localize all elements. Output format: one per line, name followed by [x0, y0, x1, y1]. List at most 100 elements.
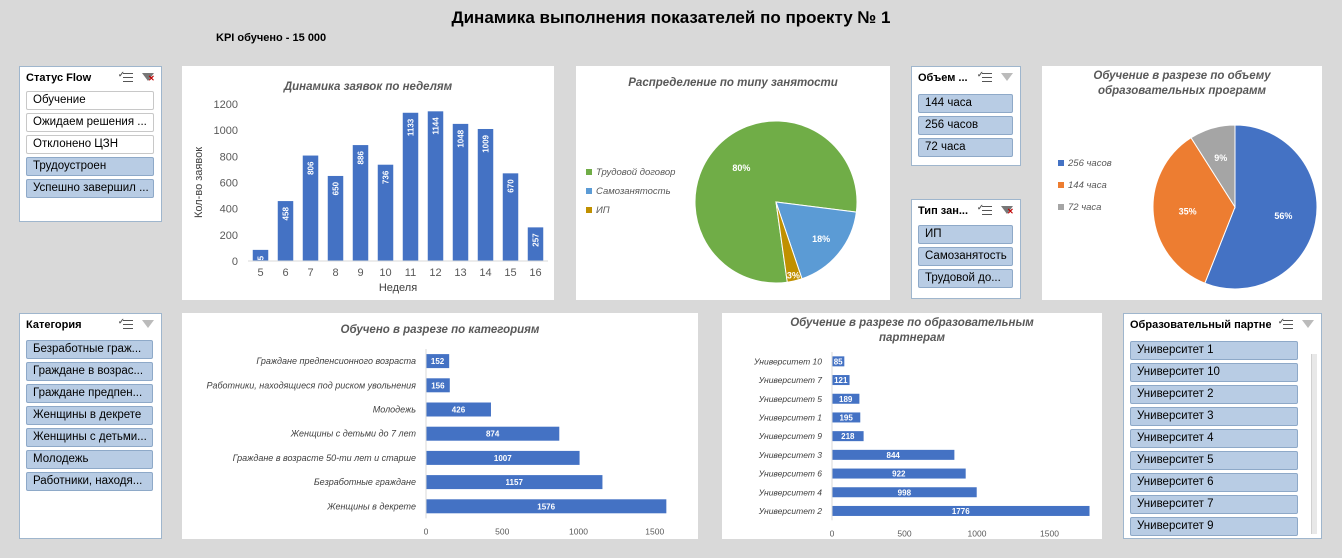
x-tick-label: 10	[379, 267, 391, 279]
chart-title: Распределение по типу занятости	[628, 77, 838, 89]
category-label: Университет 6	[758, 469, 823, 479]
x-tick-label: 9	[357, 267, 363, 279]
data-label: 189	[839, 395, 853, 404]
multi-select-icon[interactable]	[1278, 317, 1293, 331]
data-label: 736	[382, 170, 391, 184]
slicer-title: Образовательный партнер	[1130, 319, 1271, 331]
data-label: 3%	[787, 270, 800, 280]
legend-swatch	[1058, 204, 1064, 210]
slicer-item[interactable]: 144 часа	[918, 94, 1013, 113]
slicer-item[interactable]: Отклонено ЦЗН	[26, 135, 154, 154]
slicer-item[interactable]: Граждане предпен...	[26, 384, 153, 403]
y-tick-label: 800	[220, 151, 238, 163]
partner-slicer: Образовательный партнер Университет 1 Уни…	[1123, 313, 1322, 539]
slicer-item[interactable]: Ожидаем решения ...	[26, 113, 154, 132]
chart-title: Динамика заявок по неделям	[283, 81, 453, 93]
slicer-title: Статус Flow	[26, 72, 92, 84]
data-label: 121	[834, 376, 848, 385]
data-label: 1157	[506, 478, 524, 487]
slicer-item[interactable]: Успешно завершил ...	[26, 179, 154, 198]
slicer-item[interactable]: Университет 6	[1130, 473, 1298, 492]
x-tick-label: 1500	[1040, 528, 1059, 538]
data-label: 998	[898, 488, 912, 497]
slicer-item[interactable]: Университет 2	[1130, 385, 1298, 404]
kpi-label: KPI обучено - 15 000	[216, 32, 327, 44]
data-label: 85	[257, 255, 266, 264]
bar	[832, 412, 861, 423]
category-bar-chart: Граждане предпенсионного возраста 152 Рабо…	[206, 349, 667, 536]
multi-select-icon[interactable]	[977, 203, 992, 217]
data-label: 1007	[494, 454, 512, 463]
x-tick-label: 5	[257, 267, 263, 279]
employment-pie-panel: Распределение по типу занятости 80% 18% 3%…	[576, 66, 890, 300]
slicer-item[interactable]: Университет 7	[1130, 495, 1298, 514]
slicer-item[interactable]: Женщины в декрете	[26, 406, 153, 425]
bar	[352, 145, 369, 261]
volume-pie-chart: 56% 35% 9% 256 часов 144 часа 72 часа	[1058, 124, 1318, 290]
slicer-item[interactable]: Самозанятость	[918, 247, 1013, 266]
employment-type-slicer: Тип зан... ИП Самозанятость Трудовой до...	[911, 199, 1021, 299]
category-label: Университет 9	[758, 431, 823, 441]
slicer-item[interactable]: Граждане в возрас...	[26, 362, 153, 381]
x-tick-label: 12	[429, 267, 441, 279]
bar	[832, 393, 860, 404]
slicer-item[interactable]: Обучение	[26, 91, 154, 110]
multi-select-icon[interactable]	[118, 70, 133, 84]
slicer-item[interactable]: ИП	[918, 225, 1013, 244]
slicer-item[interactable]: Женщины с детьми...	[26, 428, 153, 447]
data-label: 1009	[482, 134, 491, 152]
bar	[832, 487, 977, 498]
slicer-item[interactable]: Университет 4	[1130, 429, 1298, 448]
chart-title-line-1: Обучение в разрезе по образовательным	[790, 317, 1034, 329]
category-label: Безработные граждане	[314, 477, 416, 487]
x-tick-label: 7	[307, 267, 313, 279]
category-label: Университет 7	[758, 375, 823, 385]
slicer-item[interactable]: 72 часа	[918, 138, 1013, 157]
clear-filter-icon[interactable]	[1000, 205, 1014, 217]
bar	[832, 356, 845, 367]
multi-select-icon[interactable]	[977, 70, 992, 84]
x-axis-label: Неделя	[379, 282, 417, 294]
legend-label: Самозанятость	[596, 186, 671, 197]
clear-filter-icon[interactable]	[1301, 319, 1315, 331]
x-tick-label: 1500	[645, 526, 664, 536]
data-label: 458	[282, 207, 291, 221]
category-label: Университет 2	[758, 506, 823, 516]
slicer-item[interactable]: Университет 1	[1130, 341, 1298, 360]
data-label: 844	[887, 451, 901, 460]
slicer-item[interactable]: Трудоустроен	[26, 157, 154, 176]
bar	[832, 431, 864, 442]
data-label: 18%	[812, 234, 830, 244]
category-label: Университет 3	[758, 450, 823, 460]
slicer-item[interactable]: Университет 3	[1130, 407, 1298, 426]
slicer-item[interactable]: Трудовой до...	[918, 269, 1013, 288]
bar	[402, 112, 419, 261]
chart-title-line-1: Обучение в разрезе по объему	[1093, 70, 1271, 82]
legend-label: 144 часа	[1068, 180, 1107, 191]
slicer-item[interactable]: Университет 10	[1130, 363, 1298, 382]
data-label: 85	[834, 357, 843, 366]
y-tick-label: 0	[232, 256, 238, 268]
slicer-item[interactable]: Безработные граж...	[26, 340, 153, 359]
bar	[252, 249, 269, 261]
slicer-item[interactable]: Университет 5	[1130, 451, 1298, 470]
clear-filter-icon[interactable]	[141, 319, 155, 331]
y-tick-label: 200	[220, 230, 238, 242]
category-label: Граждане предпенсионного возраста	[256, 356, 416, 366]
bar	[832, 375, 850, 386]
bar	[832, 505, 1090, 516]
legend-swatch	[586, 207, 592, 213]
pie-slice	[775, 201, 803, 283]
clear-filter-icon[interactable]	[1000, 72, 1014, 84]
y-tick-label: 600	[220, 178, 238, 190]
chart-title: Обучение в разрезе по образовательным па…	[722, 316, 1102, 346]
slicer-scrollbar[interactable]	[1311, 354, 1317, 534]
y-tick-label: 1200	[214, 99, 238, 111]
clear-filter-icon[interactable]	[141, 72, 155, 84]
slicer-item[interactable]: Университет 9	[1130, 517, 1298, 536]
slicer-item[interactable]: Молодежь	[26, 450, 153, 469]
multi-select-icon[interactable]	[118, 317, 133, 331]
slicer-item[interactable]: 256 часов	[918, 116, 1013, 135]
weekly-chart-panel: Динамика заявок по неделям 0 200 400 600 800…	[182, 66, 554, 300]
slicer-item[interactable]: Работники, находя...	[26, 472, 153, 491]
